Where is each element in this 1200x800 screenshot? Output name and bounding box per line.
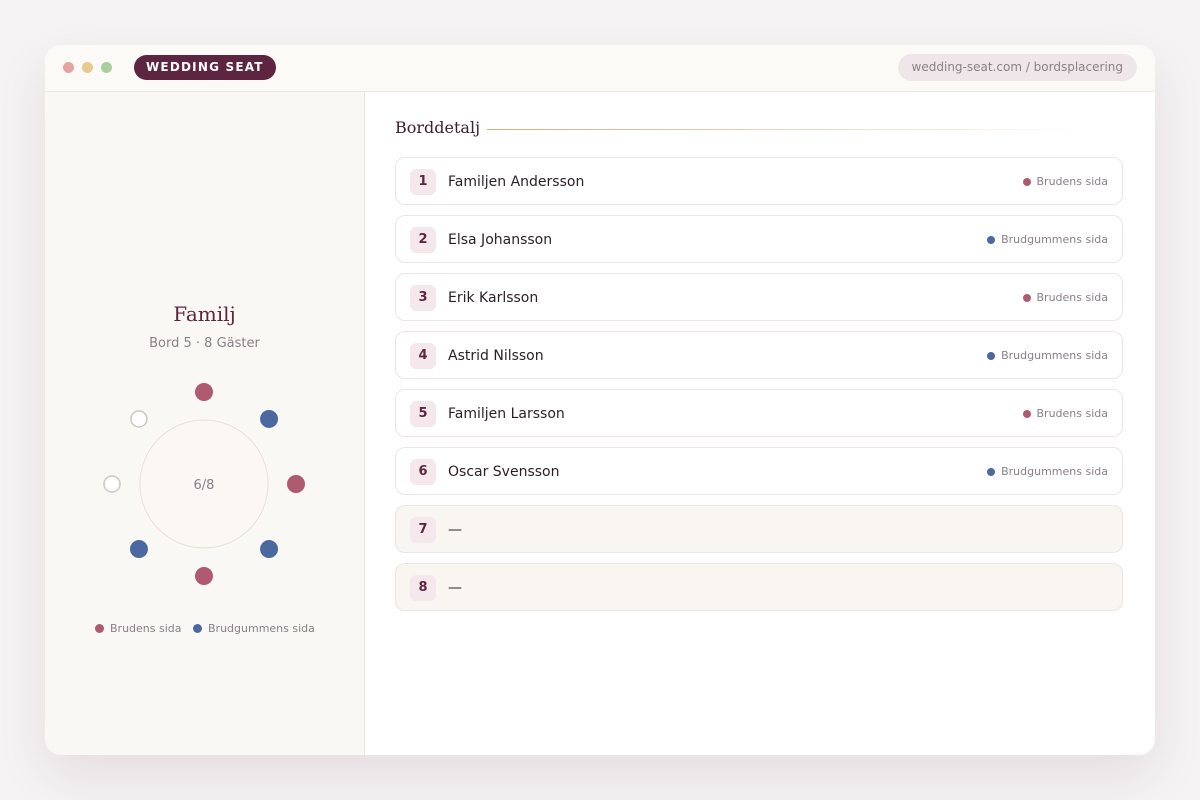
side-label: Brudgummens sida xyxy=(1001,349,1108,362)
guest-row[interactable]: 5 Familjen Larsson Brudens sida xyxy=(395,389,1123,437)
seat-number: 4 xyxy=(410,343,436,369)
guest-row[interactable]: 3 Erik Karlsson Brudens sida xyxy=(395,273,1123,321)
seat-number: 6 xyxy=(410,459,436,485)
guest-side: Brudens sida xyxy=(1022,390,1109,438)
guest-name: Astrid Nilsson xyxy=(448,348,544,364)
seat-number: 8 xyxy=(410,575,436,601)
seat[interactable] xyxy=(195,383,213,401)
window-dot xyxy=(101,62,112,73)
seat-number: 3 xyxy=(410,285,436,311)
guest-name: — xyxy=(448,580,462,596)
occupancy: 6/8 xyxy=(194,478,215,493)
side-dot xyxy=(1022,178,1031,186)
legend-item: Brudens sida xyxy=(95,622,182,635)
side-dot xyxy=(987,236,996,244)
guest-row[interactable]: 8— xyxy=(395,563,1123,611)
legend-swatch xyxy=(193,624,202,633)
side-label: Brudens sida xyxy=(1036,291,1109,304)
guest-row[interactable]: 4 Astrid Nilsson Brudgummens sida xyxy=(395,331,1123,379)
guest-name: — xyxy=(448,522,462,538)
seat-number: 2 xyxy=(410,227,436,253)
guest-side: Brudgummens sida xyxy=(987,448,1108,496)
seat[interactable] xyxy=(287,475,305,493)
window-dot xyxy=(82,62,93,73)
side-label: Brudens sida xyxy=(1036,407,1109,420)
guest-name: Oscar Svensson xyxy=(448,464,560,480)
seat-diagram: 6/8 xyxy=(103,383,305,585)
legend-swatch xyxy=(95,624,104,633)
table-subtitle: Bord 5 · 8 Gäster xyxy=(149,336,260,351)
guest-name: Elsa Johansson xyxy=(448,232,553,248)
side-dot xyxy=(1022,294,1031,302)
detail-heading: Borddetalj xyxy=(395,118,481,137)
side-dot xyxy=(987,468,996,476)
brand[interactable]: WEDDING SEAT xyxy=(134,55,276,80)
seat-number: 1 xyxy=(410,169,436,195)
side-label: Brudens sida xyxy=(1036,175,1109,188)
heading-rule xyxy=(487,129,1087,130)
seat[interactable] xyxy=(103,475,121,493)
guest-row[interactable]: 2 Elsa Johansson Brudgummens sida xyxy=(395,215,1123,263)
table-circle xyxy=(139,419,269,549)
seat[interactable] xyxy=(195,567,213,585)
title-bar: WEDDING SEAT wedding-seat.com / bordspla… xyxy=(45,45,1155,92)
guest-name: Erik Karlsson xyxy=(448,290,539,306)
seat-number: 5 xyxy=(410,401,436,427)
side-label: Brudgummens sida xyxy=(1001,233,1108,246)
side-dot xyxy=(987,352,996,360)
seat[interactable] xyxy=(260,409,279,428)
window-dot xyxy=(63,62,74,73)
guest-side: Brudgummens sida xyxy=(987,332,1108,380)
guest-row[interactable]: 1 Familjen Andersson Brudens sida xyxy=(395,157,1123,205)
table-panel: Familj Bord 5 · 8 Gäster 6/8 Brudens sid… xyxy=(45,92,365,755)
guest-side: Brudens sida xyxy=(1022,158,1109,206)
seat[interactable] xyxy=(130,410,148,428)
seat-number: 7 xyxy=(410,517,436,543)
guest-side: Brudens sida xyxy=(1022,274,1109,322)
legend-item: Brudgummens sida xyxy=(193,622,315,635)
seat[interactable] xyxy=(260,540,279,559)
legend-label: Brudgummens sida xyxy=(208,622,315,635)
url-bar[interactable]: wedding-seat.com / bordsplacering xyxy=(897,54,1137,81)
side-dot xyxy=(1022,410,1031,418)
guest-row[interactable]: 7— xyxy=(395,505,1123,553)
guest-side: Brudgummens sida xyxy=(987,216,1108,264)
table-name: Familj xyxy=(173,302,236,326)
guest-row[interactable]: 6 Oscar Svensson Brudgummens sida xyxy=(395,447,1123,495)
legend-label: Brudens sida xyxy=(110,622,182,635)
guest-name: Familjen Andersson xyxy=(448,174,585,190)
guest-name: Familjen Larsson xyxy=(448,406,565,422)
app-window: WEDDING SEAT wedding-seat.com / bordspla… xyxy=(45,45,1155,755)
side-label: Brudgummens sida xyxy=(1001,465,1108,478)
seat[interactable] xyxy=(129,540,148,559)
